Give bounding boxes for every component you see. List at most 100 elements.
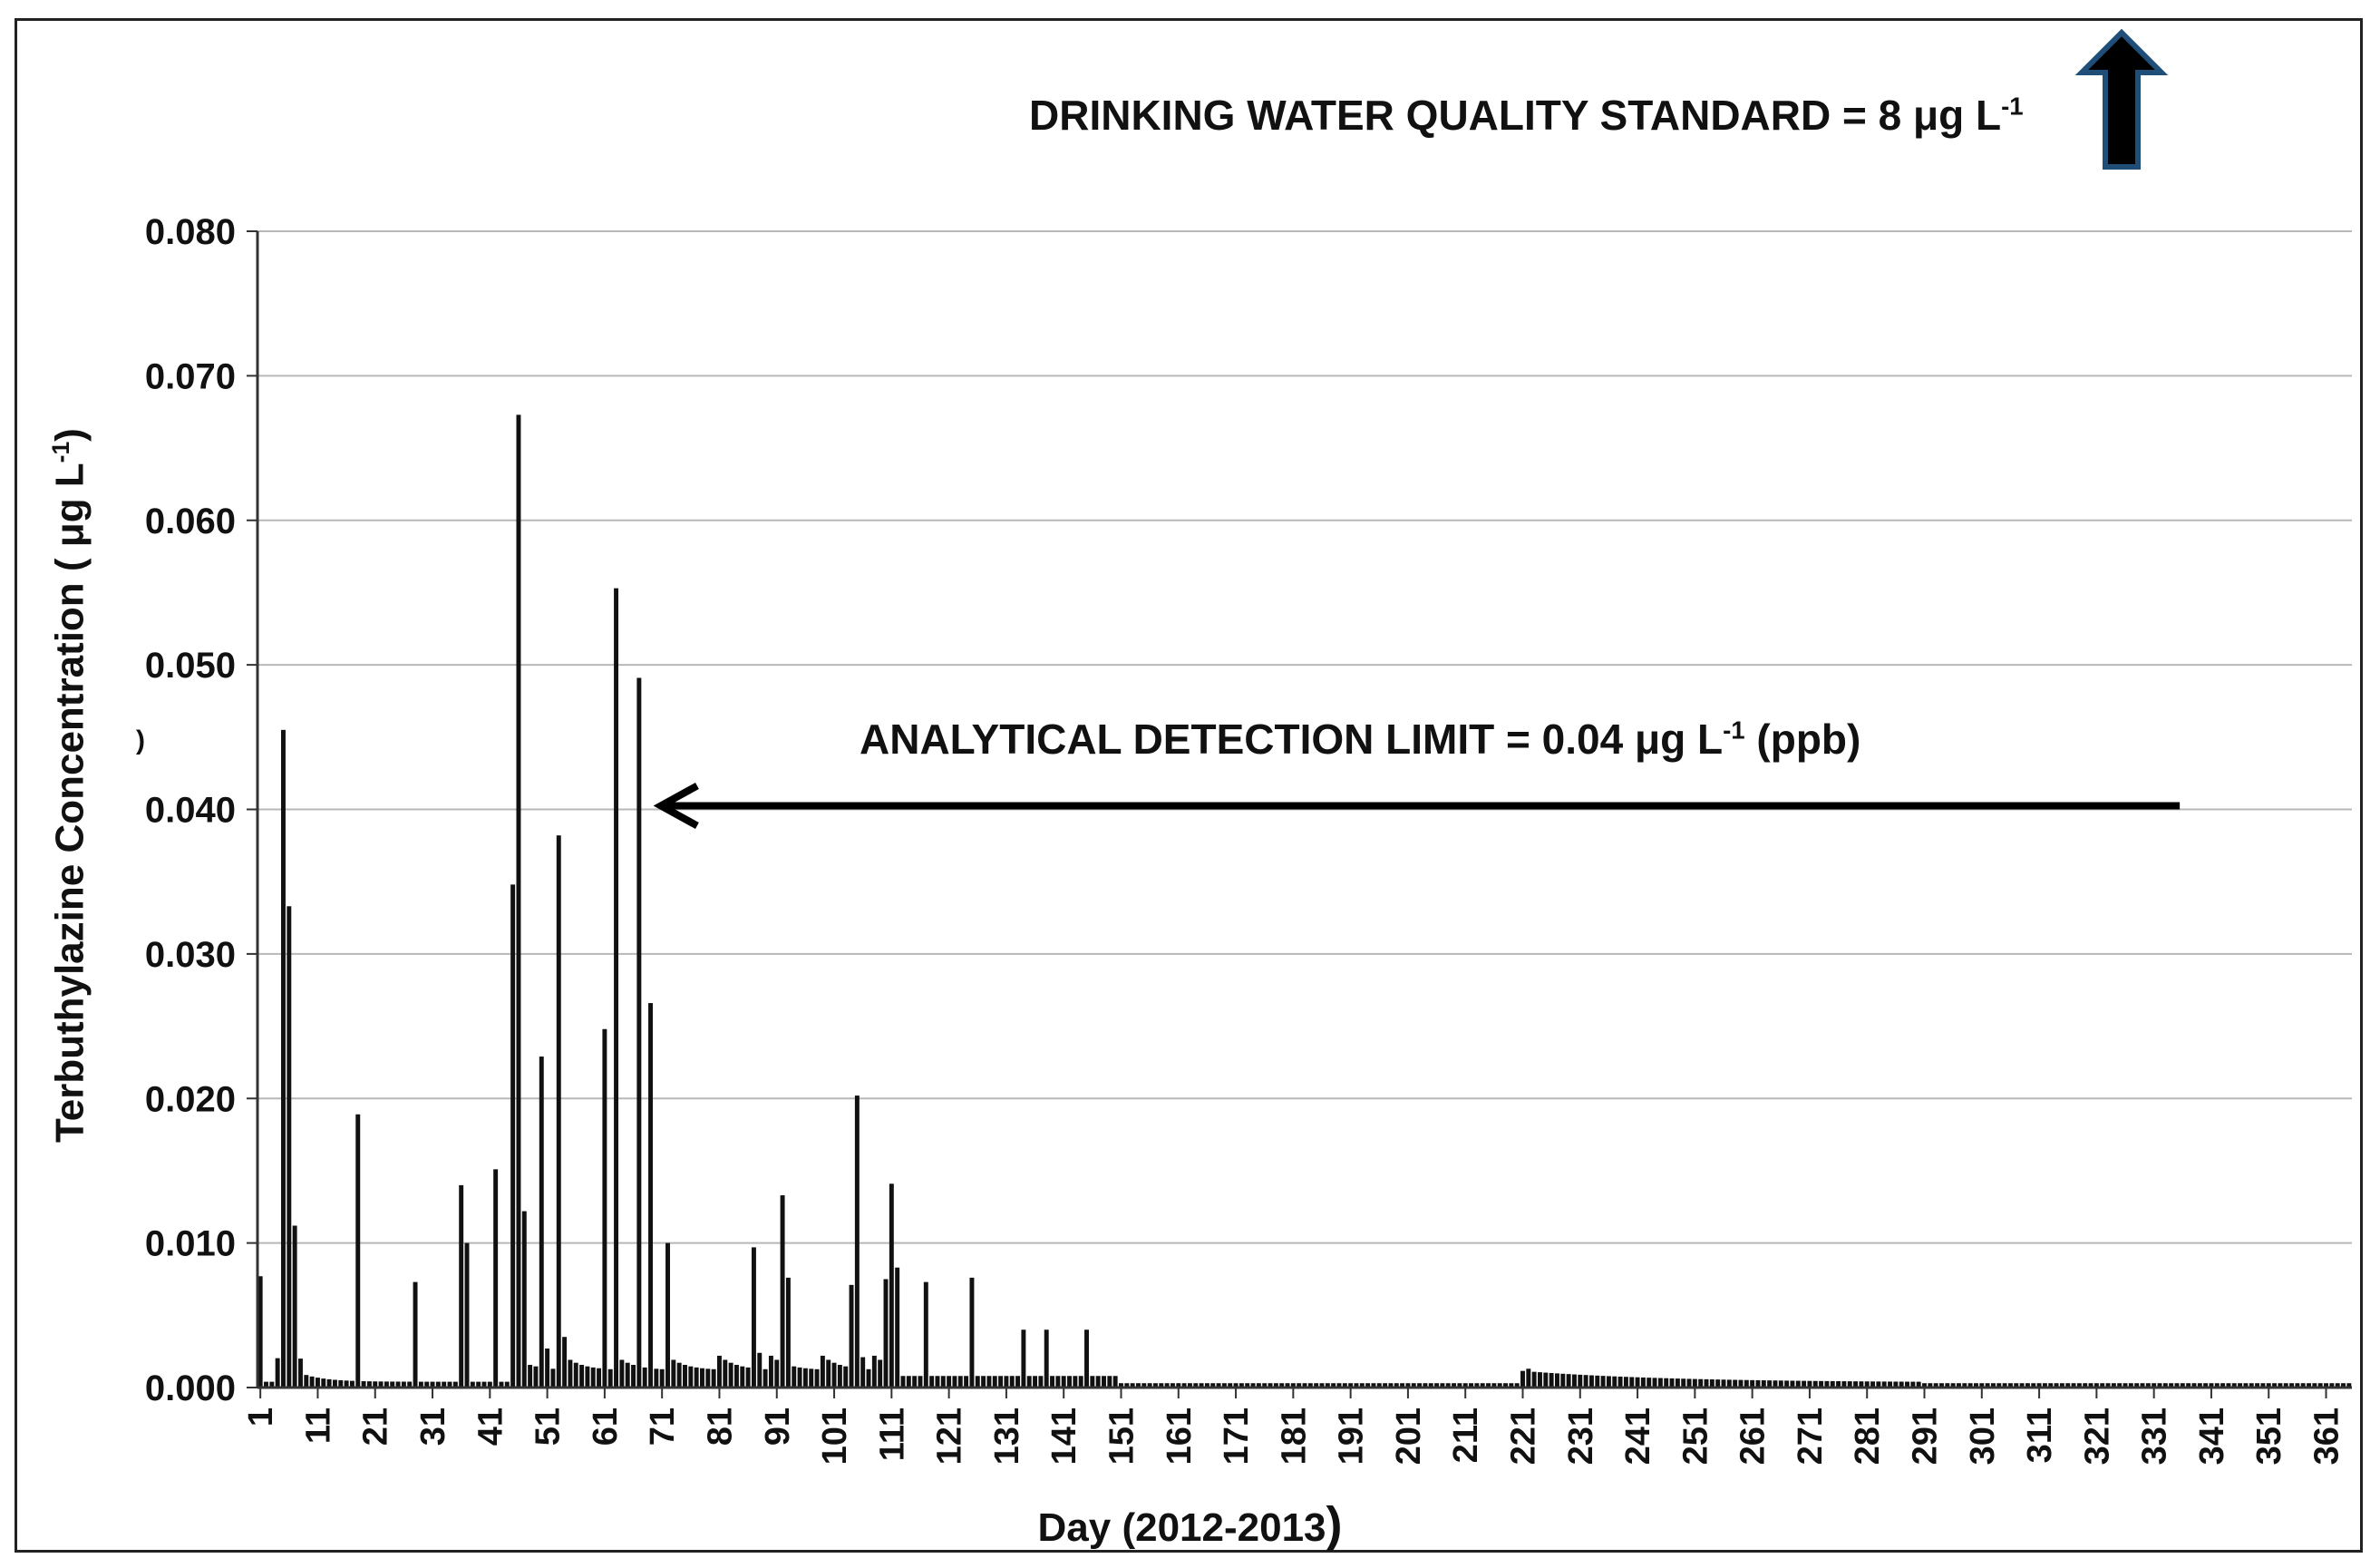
bar-day-179: [1279, 1383, 1285, 1388]
bar-day-59: [590, 1367, 596, 1388]
bar-day-243: [1647, 1378, 1652, 1388]
bar-day-355: [2289, 1383, 2295, 1388]
bar-peak-day-104: [849, 1284, 854, 1388]
bar-day-100: [826, 1359, 831, 1388]
bar-day-262: [1755, 1379, 1761, 1388]
bar-day-236: [1606, 1376, 1611, 1388]
bar-peak-day-69: [648, 1003, 653, 1388]
bar-day-357: [2300, 1383, 2306, 1388]
bar-day-280: [1859, 1381, 1864, 1388]
bar-day-255: [1715, 1379, 1721, 1388]
bar-day-334: [2169, 1383, 2174, 1388]
bar-day-296: [1950, 1383, 1956, 1388]
chart-frame: [15, 18, 2363, 1553]
bar-day-119: [935, 1376, 940, 1388]
bar-peak-day-47: [521, 1211, 527, 1388]
bar-day-233: [1588, 1375, 1594, 1388]
bar-day-86: [745, 1367, 751, 1388]
bar-day-79: [705, 1368, 711, 1388]
bar-peak-day-105: [854, 1096, 860, 1388]
bar-peak-day-5: [281, 729, 286, 1388]
bar-day-135: [1026, 1376, 1032, 1388]
bar-day-288: [1905, 1381, 1909, 1388]
bar-day-241: [1635, 1377, 1640, 1388]
bar-day-318: [2076, 1383, 2082, 1388]
x-tick-label: 11: [299, 1407, 337, 1444]
bar-peak-day-92: [780, 1195, 785, 1388]
axes: [256, 231, 2352, 1389]
bar-day-261: [1750, 1379, 1755, 1388]
bar-day-187: [1325, 1383, 1330, 1388]
bar-day-206: [1434, 1383, 1440, 1388]
bar-peak-day-134: [1021, 1329, 1026, 1388]
bar-day-240: [1629, 1377, 1635, 1388]
bar-day-48: [528, 1365, 533, 1388]
bar-day-292: [1928, 1383, 1933, 1388]
x-axis-title: Day (2012-2013): [0, 1496, 2380, 1553]
bar-day-344: [2226, 1383, 2231, 1388]
bar-day-320: [2088, 1383, 2093, 1388]
bar-day-70: [654, 1368, 659, 1388]
bar-day-90: [768, 1355, 773, 1388]
y-tick-label: 0.070: [145, 356, 236, 396]
x-tick-label: 131: [988, 1407, 1026, 1465]
x-tick-label: 201: [1390, 1407, 1428, 1465]
bar-day-82: [723, 1359, 728, 1388]
bar-peak-day-93: [785, 1277, 791, 1388]
bar-day-141: [1061, 1376, 1066, 1388]
bar-day-99: [820, 1355, 825, 1388]
bar-day-238: [1617, 1376, 1623, 1388]
x-tick-label: 71: [644, 1407, 682, 1446]
bar-day-16: [344, 1380, 349, 1388]
bar-day-322: [2100, 1383, 2105, 1388]
bar-peak-day-222: [1526, 1368, 1531, 1388]
bar-day-265: [1773, 1380, 1778, 1388]
bar-day-356: [2295, 1383, 2300, 1388]
x-tick-label: 231: [1562, 1407, 1600, 1465]
bar-day-65: [625, 1362, 630, 1388]
bar-day-126: [975, 1376, 980, 1388]
bar-peak-day-63: [614, 588, 619, 1388]
bar-day-76: [688, 1366, 694, 1388]
y-axis-title-close: ): [47, 428, 92, 442]
bar-day-144: [1078, 1376, 1083, 1388]
bar-day-120: [940, 1376, 946, 1388]
detection-limit-label: ANALYTICAL DETECTION LIMIT = 0.04 μg L-1…: [860, 715, 1860, 764]
bar-day-282: [1870, 1381, 1876, 1388]
bar-day-297: [1957, 1383, 1961, 1388]
bar-day-285: [1888, 1381, 1893, 1388]
bar-day-38: [470, 1381, 475, 1388]
bar-day-248: [1675, 1378, 1680, 1388]
bar-peak-day-125: [969, 1277, 975, 1388]
bar-day-148: [1102, 1376, 1106, 1388]
detection-limit-text: ANALYTICAL DETECTION LIMIT = 0.04 μg L: [860, 716, 1724, 763]
bar-day-184: [1307, 1383, 1313, 1388]
bar-day-35: [452, 1381, 458, 1388]
bar-day-242: [1640, 1377, 1646, 1388]
x-axis-title-main: Day (2012-2013: [1037, 1505, 1326, 1550]
bar-day-294: [1939, 1383, 1944, 1388]
bar-day-118: [929, 1376, 935, 1388]
bar-day-3: [269, 1381, 275, 1388]
bar-day-252: [1698, 1378, 1704, 1388]
bar-day-338: [2191, 1383, 2197, 1388]
bar-day-83: [728, 1362, 733, 1388]
bar-peak-day-53: [556, 835, 561, 1388]
bar-day-175: [1256, 1383, 1261, 1388]
bar-day-80: [711, 1368, 716, 1388]
bar-day-9: [304, 1375, 309, 1388]
bar-day-360: [2317, 1383, 2323, 1388]
drinking-water-standard-sup: -1: [2001, 92, 2024, 121]
x-tick-label: 1: [242, 1407, 280, 1427]
bar-day-364: [2341, 1383, 2346, 1388]
bar-day-277: [1841, 1381, 1847, 1388]
bar-day-49: [533, 1366, 539, 1388]
bar-day-124: [964, 1376, 969, 1388]
bar-peak-day-145: [1084, 1329, 1089, 1388]
bar-day-128: [986, 1376, 992, 1388]
drinking-water-standard-text: DRINKING WATER QUALITY STANDARD = 8 μg L: [1029, 92, 2002, 139]
bar-day-295: [1945, 1383, 1950, 1388]
bar-day-162: [1181, 1383, 1187, 1388]
bar-day-152: [1124, 1383, 1130, 1388]
